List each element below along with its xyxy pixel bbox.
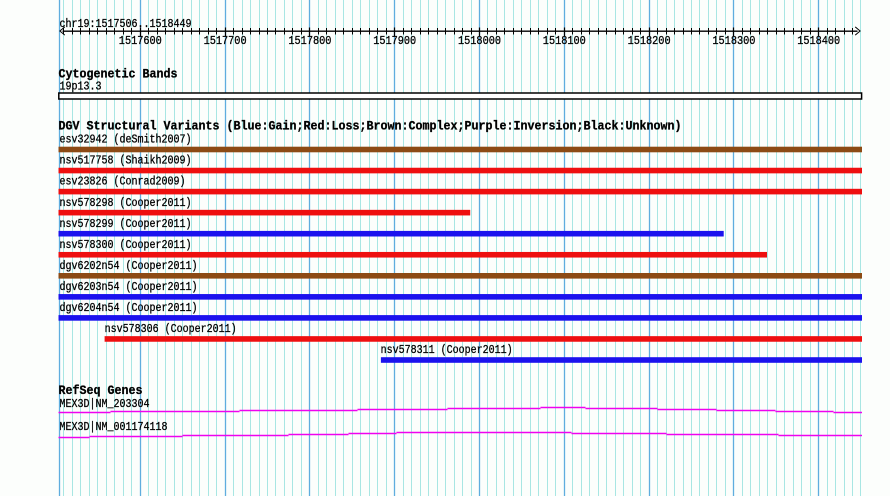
svg-text:RefSeq Genes: RefSeq Genes	[59, 383, 143, 398]
svg-text:MEX3D|NM_001174118: MEX3D|NM_001174118	[60, 420, 168, 434]
svg-text:nsv517758 (Shaikh2009): nsv517758 (Shaikh2009)	[60, 154, 192, 168]
svg-text:nsv578299 (Cooper2011): nsv578299 (Cooper2011)	[60, 217, 192, 231]
svg-text:1517800: 1517800	[288, 34, 331, 48]
svg-text:nsv578300 (Cooper2011): nsv578300 (Cooper2011)	[60, 238, 192, 252]
svg-text:Cytogenetic Bands: Cytogenetic Bands	[59, 67, 178, 82]
svg-text:1517600: 1517600	[119, 34, 162, 48]
svg-text:dgv6202n54 (Cooper2011): dgv6202n54 (Cooper2011)	[60, 259, 198, 273]
svg-text:esv23826 (Conrad2009): esv23826 (Conrad2009)	[60, 175, 186, 189]
svg-text:esv32942 (deSmith2007): esv32942 (deSmith2007)	[60, 133, 192, 147]
svg-text:nsv578306 (Cooper2011): nsv578306 (Cooper2011)	[105, 322, 237, 336]
svg-text:nsv578311 (Cooper2011): nsv578311 (Cooper2011)	[381, 343, 513, 357]
svg-text:chr19:1517506..1518449: chr19:1517506..1518449	[60, 17, 192, 31]
svg-text:DGV Structural Variants (Blue:: DGV Structural Variants (Blue:Gain;Red:L…	[59, 119, 682, 134]
svg-text:1518100: 1518100	[543, 34, 586, 48]
svg-text:1517900: 1517900	[373, 34, 416, 48]
svg-text:1518200: 1518200	[628, 34, 671, 48]
svg-text:dgv6204n54 (Cooper2011): dgv6204n54 (Cooper2011)	[60, 301, 198, 315]
svg-text:1518400: 1518400	[797, 34, 840, 48]
svg-text:MEX3D|NM_203304: MEX3D|NM_203304	[60, 397, 150, 411]
svg-text:19p13.3: 19p13.3	[60, 80, 102, 94]
svg-text:nsv578298 (Cooper2011): nsv578298 (Cooper2011)	[60, 196, 192, 210]
svg-text:1518300: 1518300	[712, 34, 755, 48]
svg-text:dgv6203n54 (Cooper2011): dgv6203n54 (Cooper2011)	[60, 280, 198, 294]
svg-text:1517700: 1517700	[204, 34, 247, 48]
svg-text:1518000: 1518000	[458, 34, 501, 48]
